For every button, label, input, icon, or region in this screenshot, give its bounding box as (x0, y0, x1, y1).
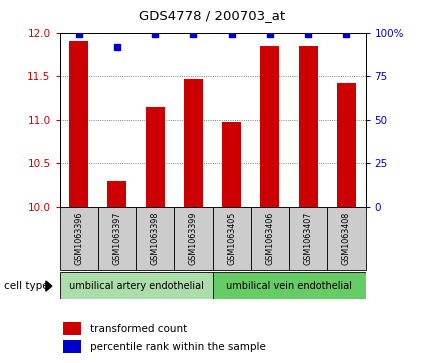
Text: GSM1063405: GSM1063405 (227, 212, 236, 265)
Bar (60, 272, 212, 299)
Bar (107, 181, 127, 207)
Bar (145, 107, 164, 207)
Point (343, 32, 350, 37)
Bar (327, 207, 366, 270)
Bar (337, 83, 356, 207)
Text: percentile rank within the sample: percentile rank within the sample (90, 342, 266, 352)
Bar (69, 41, 88, 207)
Point (75, 32, 82, 37)
Text: GSM1063396: GSM1063396 (74, 212, 83, 265)
Bar (184, 79, 203, 207)
Point (152, 32, 159, 37)
Point (266, 32, 273, 37)
Text: GSM1063398: GSM1063398 (150, 212, 160, 265)
Bar (136, 207, 174, 270)
Bar (62, 340, 81, 353)
Point (228, 32, 235, 37)
Bar (222, 122, 241, 207)
Text: cell type: cell type (4, 281, 49, 291)
Bar (62, 322, 81, 335)
Text: GSM1063406: GSM1063406 (265, 212, 275, 265)
Bar (251, 207, 289, 270)
Point (305, 32, 312, 37)
Bar (174, 207, 212, 270)
Bar (289, 207, 327, 270)
Text: GDS4778 / 200703_at: GDS4778 / 200703_at (139, 9, 286, 22)
Text: GSM1063408: GSM1063408 (342, 212, 351, 265)
Point (113, 44, 120, 49)
Text: transformed count: transformed count (90, 323, 187, 334)
Point (190, 32, 197, 37)
Bar (60, 207, 98, 270)
Text: umbilical artery endothelial: umbilical artery endothelial (68, 281, 204, 291)
Bar (212, 272, 366, 299)
Text: umbilical vein endothelial: umbilical vein endothelial (226, 281, 352, 291)
Bar (298, 46, 317, 207)
Text: GSM1063397: GSM1063397 (112, 212, 122, 265)
Bar (212, 207, 251, 270)
Text: GSM1063407: GSM1063407 (303, 212, 313, 265)
Text: GSM1063399: GSM1063399 (189, 212, 198, 265)
Bar (260, 46, 280, 207)
Polygon shape (46, 281, 52, 291)
Bar (98, 207, 136, 270)
